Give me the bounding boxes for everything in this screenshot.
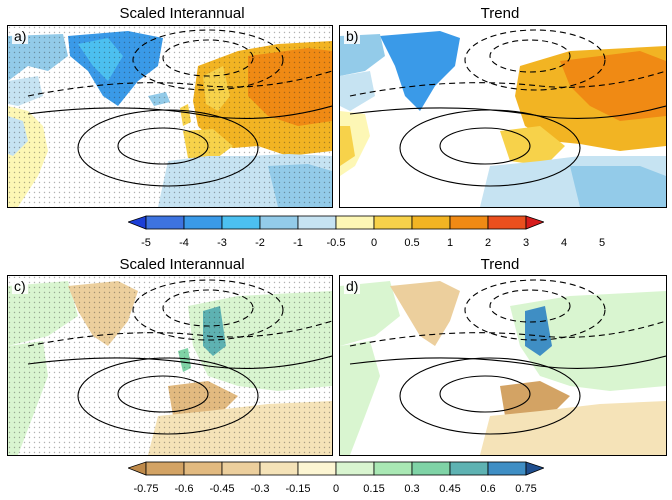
colorbar-top-swatch-5: [297, 215, 337, 230]
map-c-svg: [8, 276, 332, 455]
colorbar-bottom-swatch-9: [449, 461, 489, 476]
panel-d-title: Trend: [480, 256, 520, 273]
colorbar-bottom-tick-label: 0.75: [515, 483, 537, 495]
colorbar-bottom-tick-label: 0.15: [363, 483, 385, 495]
colorbar-top-tick-label: -3: [217, 237, 227, 249]
colorbar-top-tick-label: -0.5: [326, 237, 346, 249]
map-panel-a: a): [7, 25, 333, 208]
colorbar-bottom-tick-label: 0.45: [439, 483, 461, 495]
panel-a-label: a): [12, 28, 29, 44]
colorbar-bottom-ticks: -0.75 -0.6 -0.45 -0.3 -0.15 0 0.15 0.3 0.45 0.6 0.…: [128, 482, 544, 500]
map-panel-b: b): [339, 25, 667, 208]
colorbar-bottom-swatch-5: [297, 461, 337, 476]
colorbar-bottom-swatch-7: [373, 461, 413, 476]
colorbar-top-tick-label: 3: [522, 237, 530, 249]
panel-d-label: d): [344, 278, 361, 294]
map-b-svg: [340, 29, 666, 207]
panel-b-title: Trend: [480, 5, 520, 22]
colorbar-bottom-tick-label: 0.3: [404, 483, 420, 495]
colorbar-top-tick-label: 2: [484, 237, 492, 249]
colorbar-top-swatch-6: [335, 215, 375, 230]
colorbar-bottom-tick-label: 0.6: [480, 483, 496, 495]
colorbar-top-swatch-8: [411, 215, 451, 230]
colorbar-top-tick-label: 1: [446, 237, 454, 249]
panel-c-label: c): [12, 278, 28, 294]
colorbar-top-tick-label: 0.5: [404, 237, 420, 249]
colorbar-bottom-swatch-10: [487, 461, 527, 476]
colorbar-bottom-swatch-4: [259, 461, 299, 476]
colorbar-bottom-tick-label: -0.3: [250, 483, 270, 495]
colorbar-top-tick-label: -1: [293, 237, 303, 249]
colorbar-bottom-tick-label: -0.6: [174, 483, 194, 495]
colorbar-bottom-tick-label: -0.15: [285, 483, 311, 495]
panel-c-title: Scaled Interannual: [119, 256, 245, 273]
colorbar-bottom-tick-label: 0: [332, 483, 340, 495]
colorbar-bottom-swatch-1: [145, 461, 185, 476]
map-d-svg: [340, 279, 666, 455]
colorbar-top-tick-label: -2: [255, 237, 265, 249]
colorbar-top-tick-label: -4: [179, 237, 189, 249]
colorbar-bottom-tick-label: -0.75: [133, 483, 159, 495]
colorbar-bottom-swatch-8: [411, 461, 451, 476]
map-a-svg: [8, 26, 332, 207]
colorbar-bottom-swatch-3: [221, 461, 261, 476]
map-panel-d: d): [339, 275, 667, 456]
colorbar-top-swatch-1: [145, 215, 185, 230]
colorbar-bottom-swatch-0: [126, 461, 147, 476]
colorbar-bottom-swatch-6: [335, 461, 375, 476]
colorbar-top-tick-label: 5: [598, 237, 606, 249]
colorbar-top-swatch-11: [525, 215, 546, 230]
colorbar-top-swatch-10: [487, 215, 527, 230]
colorbar-top-swatch-3: [221, 215, 261, 230]
colorbar-bottom-swatch-2: [183, 461, 223, 476]
colorbar-top-tick-label: 4: [560, 237, 568, 249]
colorbar-top-tick-label: 0: [370, 237, 378, 249]
colorbar-bottom-tick-label: -0.45: [209, 483, 235, 495]
colorbar-top-swatch-7: [373, 215, 413, 230]
colorbar-top-ticks: -5 -4 -3 -2 -1 -0.5 0 0.5 1 2 3 4 5: [128, 236, 605, 254]
colorbar-bottom-swatch-11: [525, 461, 546, 476]
colorbar-top: -5 -4 -3 -2 -1 -0.5 0 0.5 1 2 3 4 5: [126, 215, 605, 254]
map-panel-c: c): [7, 275, 333, 456]
colorbar-top-swatch-4: [259, 215, 299, 230]
colorbar-bottom-svg: [126, 461, 546, 476]
colorbar-top-swatch-0: [126, 215, 147, 230]
panel-b-label: b): [344, 28, 361, 44]
colorbar-top-tick-label: -5: [141, 237, 151, 249]
colorbar-bottom: -0.75 -0.6 -0.45 -0.3 -0.15 0 0.15 0.3 0.45 0.6 0.…: [126, 461, 546, 495]
colorbar-top-svg: [126, 215, 546, 230]
colorbar-top-swatch-9: [449, 215, 489, 230]
panel-a-title: Scaled Interannual: [119, 5, 245, 22]
colorbar-top-swatch-2: [183, 215, 223, 230]
